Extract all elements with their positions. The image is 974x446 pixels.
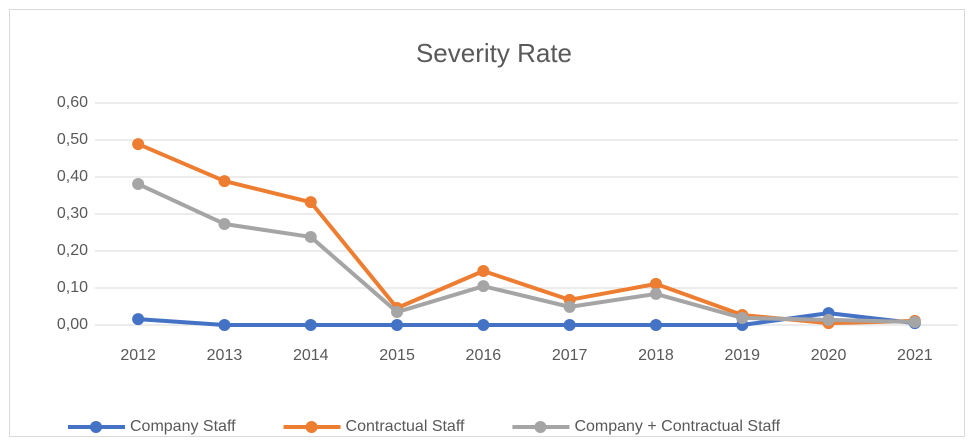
legend-label: Company + Contractual Staff <box>574 418 780 435</box>
data-point <box>649 277 662 290</box>
data-point <box>822 313 835 326</box>
x-tick-label: 2016 <box>466 347 502 364</box>
data-point <box>132 138 145 151</box>
data-point <box>132 313 145 326</box>
y-tick-label: 0,00 <box>57 316 88 333</box>
y-tick-label: 0,60 <box>57 94 88 111</box>
legend-marker <box>534 421 547 433</box>
x-tick-label: 2021 <box>897 347 933 364</box>
y-tick-label: 0,30 <box>57 205 88 222</box>
chart-frame <box>9 9 965 437</box>
chart-title: Severity Rate <box>416 38 572 68</box>
series-line <box>137 182 915 325</box>
legend-label: Contractual Staff <box>346 418 465 435</box>
x-tick-label: 2017 <box>552 347 588 364</box>
x-tick-label: 2020 <box>811 347 847 364</box>
x-tick-label: 2012 <box>120 347 156 364</box>
data-point <box>908 316 921 329</box>
x-tick-label: 2013 <box>207 347 243 364</box>
y-tick-label: 0,50 <box>57 131 88 148</box>
data-point <box>477 280 490 293</box>
legend-marker <box>90 421 102 433</box>
y-tick-label: 0,40 <box>57 168 88 185</box>
data-point <box>391 319 404 331</box>
legend-marker <box>305 421 318 433</box>
data-point <box>218 217 231 230</box>
x-tick-label: 2018 <box>638 347 674 364</box>
data-point <box>649 287 662 300</box>
legend-label: Company Staff <box>130 418 236 435</box>
data-point <box>736 311 749 324</box>
y-tick-label: 0,20 <box>57 242 88 259</box>
y-tick-label: 0,10 <box>57 279 88 296</box>
data-point <box>132 178 145 191</box>
x-tick-label: 2014 <box>293 347 329 364</box>
data-point <box>304 319 317 331</box>
data-point <box>391 306 404 319</box>
data-point <box>218 319 231 331</box>
data-point <box>477 319 490 331</box>
x-tick-label: 2019 <box>724 347 760 364</box>
data-point <box>649 319 662 331</box>
data-point <box>477 264 490 277</box>
data-point <box>304 196 317 209</box>
data-point <box>218 175 231 188</box>
data-point <box>304 230 317 243</box>
x-tick-label: 2015 <box>379 347 415 364</box>
data-point <box>563 300 576 313</box>
data-point <box>563 319 576 331</box>
